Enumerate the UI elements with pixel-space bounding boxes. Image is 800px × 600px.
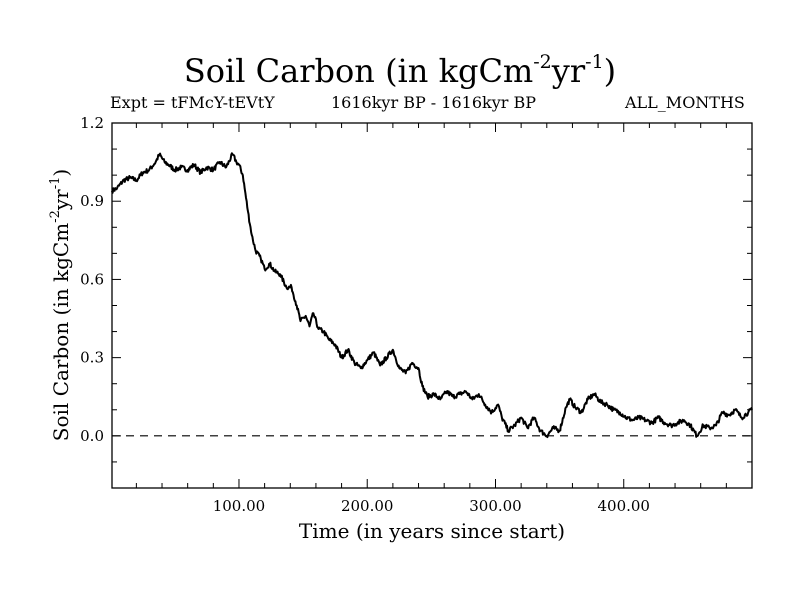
x-tick-label: 400.00 — [597, 497, 650, 515]
chart-title: Soil Carbon (in kgCm-2yr-1) — [183, 51, 617, 90]
x-tick-label: 200.00 — [341, 497, 394, 515]
y-tick-label: 0.9 — [80, 192, 104, 210]
series-line-soil-carbon — [111, 152, 753, 439]
y-tick-label: 0.0 — [80, 427, 104, 445]
x-tick-label: 300.00 — [469, 497, 522, 515]
months-label: ALL_MONTHS — [625, 93, 745, 112]
y-tick-label: 0.3 — [80, 349, 104, 367]
plot-frame — [111, 122, 753, 489]
y-tick-label: 1.2 — [80, 114, 104, 132]
experiment-label: Expt = tFMcY-tEVtY — [110, 93, 275, 112]
y-axis-label: Soil Carbon (in kgCm-2yr-1) — [48, 169, 73, 441]
period-label: 1616kyr BP - 1616kyr BP — [331, 93, 536, 112]
x-tick-label: 100.00 — [213, 497, 266, 515]
x-axis-label: Time (in years since start) — [299, 519, 565, 543]
y-tick-label: 0.6 — [80, 270, 104, 288]
